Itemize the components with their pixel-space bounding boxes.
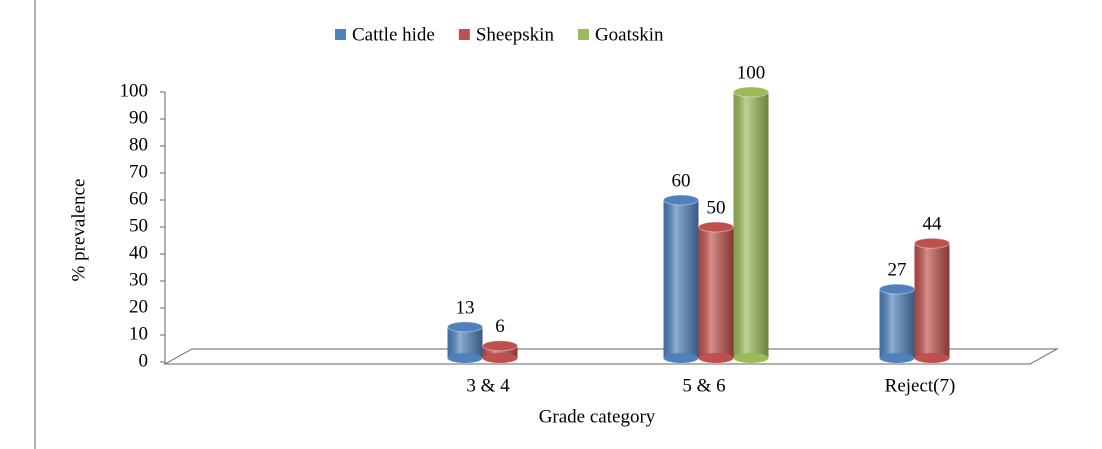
- y-tick-label: 70: [129, 161, 148, 182]
- y-tick-label: 80: [129, 134, 148, 155]
- legend-label: Cattle hide: [352, 24, 435, 45]
- data-label: 50: [707, 197, 726, 218]
- bar: [914, 237, 950, 363]
- floor: [163, 348, 1059, 365]
- bar-base: [482, 353, 518, 363]
- bar-base: [879, 353, 915, 363]
- bar-shade: [879, 289, 915, 358]
- y-tick-label: 100: [120, 80, 149, 101]
- bar-top: [733, 86, 769, 98]
- bar-top: [663, 194, 699, 206]
- bar: [447, 321, 483, 363]
- x-tick-label: Reject(7): [885, 375, 956, 396]
- bar: [733, 86, 769, 363]
- y-tick-label: 20: [129, 296, 148, 317]
- legend-swatch: [335, 29, 346, 40]
- y-tick-label: 90: [129, 107, 148, 128]
- bar: [698, 221, 734, 363]
- y-tick-label: 60: [129, 188, 148, 209]
- bar-top: [698, 221, 734, 233]
- bar-shade: [447, 326, 483, 358]
- bar: [879, 283, 915, 363]
- bar-top: [879, 283, 915, 295]
- x-axis-label: Grade category: [539, 406, 656, 427]
- y-tick-label: 40: [129, 242, 148, 263]
- data-label: 60: [672, 170, 691, 191]
- bar-shade: [914, 243, 950, 358]
- y-tick-label: 0: [139, 350, 149, 371]
- bar-base: [447, 353, 483, 363]
- data-label: 13: [456, 297, 475, 318]
- data-label: 27: [888, 259, 907, 280]
- bar-shade: [733, 92, 769, 358]
- legend-label: Goatskin: [595, 24, 664, 45]
- y-tick-label: 30: [129, 269, 148, 290]
- y-tick-label: 10: [129, 323, 148, 344]
- data-label: 6: [495, 316, 505, 337]
- legend-swatch: [577, 29, 589, 40]
- x-tick-label: 3 & 4: [466, 375, 510, 396]
- x-tick-label: 5 & 6: [682, 375, 725, 396]
- bar-base: [698, 353, 734, 363]
- bar-top: [914, 237, 950, 249]
- bar-top: [447, 321, 483, 333]
- data-label: 100: [737, 62, 766, 83]
- y-axis-label: % prevalence: [68, 179, 89, 282]
- bar-shade: [663, 200, 699, 358]
- legend-label: Sheepskin: [476, 24, 555, 45]
- bar-base: [914, 353, 950, 363]
- legend-swatch: [458, 29, 470, 40]
- bar-base: [733, 353, 769, 363]
- bar-base: [663, 353, 699, 363]
- data-label: 44: [923, 214, 943, 235]
- y-tick-label: 50: [129, 215, 148, 236]
- bar-top: [482, 340, 518, 352]
- bar: [482, 340, 518, 363]
- bar-shade: [698, 227, 734, 358]
- bar: [663, 194, 699, 363]
